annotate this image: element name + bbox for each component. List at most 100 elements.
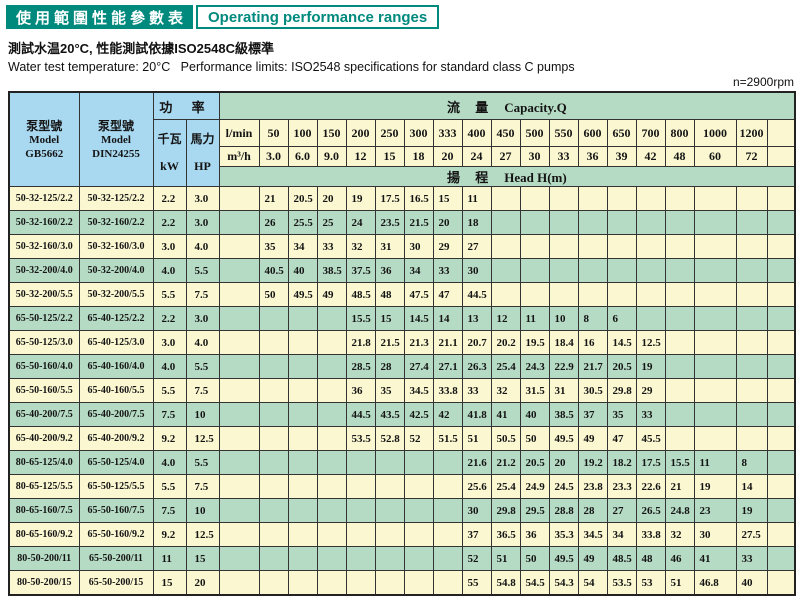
empty-cell xyxy=(735,186,768,211)
pump-row: 50-32-125/2.2 50-32-125/2.2 2.2 3.0 21 20.5 20… xyxy=(8,186,796,211)
head-value: 30 xyxy=(403,234,434,259)
model-gb5662-value: 80-50-200/11 xyxy=(8,546,80,571)
head-value: 23.5 xyxy=(374,210,405,235)
head-value: 30 xyxy=(461,258,492,283)
head-value: 19.2 xyxy=(577,450,608,475)
head-value: 46 xyxy=(664,546,695,571)
empty-cell xyxy=(664,306,695,331)
empty-cell xyxy=(548,234,579,259)
head-value: 28.8 xyxy=(548,498,579,523)
empty-cell xyxy=(345,546,376,571)
empty-cell xyxy=(664,330,695,355)
head-value: 24.5 xyxy=(548,474,579,499)
empty-cell xyxy=(766,474,796,499)
empty-cell xyxy=(735,354,768,379)
head-value: 36 xyxy=(519,522,550,547)
head-value: 48.5 xyxy=(606,546,637,571)
empty-cell xyxy=(693,402,737,427)
column-header-capacity: 流 量 Capacity.Q xyxy=(218,91,796,120)
head-value: 21 xyxy=(258,186,289,211)
pump-row: 65-50-125/3.0 65-40-125/3.0 3.0 4.0 21.8 21.5… xyxy=(8,330,796,355)
head-value: 14.5 xyxy=(403,306,434,331)
model-din-label-zh: 泵型號 xyxy=(97,118,134,133)
head-value: 54.3 xyxy=(548,570,579,596)
kw-value: 2.2 xyxy=(152,210,187,235)
head-value: 41 xyxy=(693,546,737,571)
flow-lmin-value: 150 xyxy=(316,119,347,147)
head-value: 23.3 xyxy=(606,474,637,499)
flow-lmin-value: 700 xyxy=(635,119,666,147)
head-value: 48 xyxy=(374,282,405,307)
empty-cell xyxy=(766,258,796,283)
model-din24255-value: 65-50-200/11 xyxy=(78,546,154,571)
head-value: 47 xyxy=(432,282,463,307)
empty-cell xyxy=(316,546,347,571)
pump-row: 50-32-200/5.5 50-32-200/5.5 5.5 7.5 50 49.5 49… xyxy=(8,282,796,307)
flow-m3h-value: 39 xyxy=(606,146,637,167)
empty-cell xyxy=(345,570,376,596)
empty-cell xyxy=(635,282,666,307)
head-value: 45.5 xyxy=(635,426,666,451)
empty-cell xyxy=(316,306,347,331)
empty-cell xyxy=(693,282,737,307)
empty-cell xyxy=(287,402,318,427)
hp-value: 12.5 xyxy=(185,522,220,547)
head-value: 27.4 xyxy=(403,354,434,379)
empty-cell xyxy=(635,258,666,283)
pump-row: 80-65-160/7.5 65-50-160/7.5 7.5 10 30 29.8 29.… xyxy=(8,498,796,523)
head-value: 28 xyxy=(577,498,608,523)
flow-lmin-value: 100 xyxy=(287,119,318,147)
empty-cell xyxy=(735,258,768,283)
model-gb5662-value: 50-32-125/2.2 xyxy=(8,186,80,211)
empty-cell xyxy=(218,474,260,499)
flow-m3h-value: 48 xyxy=(664,146,695,167)
empty-cell xyxy=(693,426,737,451)
head-value: 34 xyxy=(606,522,637,547)
empty-cell xyxy=(664,258,695,283)
empty-cell xyxy=(316,402,347,427)
kw-value: 4.0 xyxy=(152,354,187,379)
empty-cell xyxy=(218,210,260,235)
head-value: 40 xyxy=(735,570,768,596)
head-value: 13 xyxy=(461,306,492,331)
head-value: 48 xyxy=(635,546,666,571)
head-value: 21.6 xyxy=(461,450,492,475)
head-value: 33 xyxy=(316,234,347,259)
hp-value: 15 xyxy=(185,546,220,571)
head-value: 38.5 xyxy=(316,258,347,283)
head-value: 17.5 xyxy=(635,450,666,475)
pump-row: 65-50-125/2.2 65-40-125/2.2 2.2 3.0 15.5 15 14… xyxy=(8,306,796,331)
head-value: 47 xyxy=(606,426,637,451)
empty-cell xyxy=(258,474,289,499)
hp-value: 10 xyxy=(185,402,220,427)
head-value: 20.5 xyxy=(287,186,318,211)
empty-cell xyxy=(374,498,405,523)
flow-m3h-value: 18 xyxy=(403,146,434,167)
model-din24255-value: 65-40-200/9.2 xyxy=(78,426,154,451)
pump-row: 50-32-200/4.0 50-32-200/4.0 4.0 5.5 40.5 40 38… xyxy=(8,258,796,283)
spacer xyxy=(154,147,185,159)
empty-cell xyxy=(287,498,318,523)
kw-value: 7.5 xyxy=(152,402,187,427)
head-value: 20 xyxy=(316,186,347,211)
empty-cell xyxy=(766,330,796,355)
empty-cell xyxy=(287,306,318,331)
empty-cell xyxy=(577,258,608,283)
empty-cell xyxy=(316,498,347,523)
head-value: 36.5 xyxy=(490,522,521,547)
pump-row: 65-50-160/4.0 65-40-160/4.0 4.0 5.5 28.5 28 27… xyxy=(8,354,796,379)
head-value: 33 xyxy=(432,258,463,283)
empty-cell xyxy=(218,282,260,307)
model-gb5662-value: 80-65-160/9.2 xyxy=(8,522,80,547)
hp-label-en: HP xyxy=(194,159,211,173)
model-din-label-en: Model xyxy=(101,133,131,146)
flow-m3h-value: 36 xyxy=(577,146,608,167)
head-value: 12 xyxy=(490,306,521,331)
head-value: 53.5 xyxy=(345,426,376,451)
flow-m3h-value: 72 xyxy=(735,146,768,167)
model-gb-label-en: Model xyxy=(29,133,60,146)
head-value: 24 xyxy=(345,210,376,235)
hp-value: 5.5 xyxy=(185,258,220,283)
empty-cell xyxy=(577,282,608,307)
head-value: 34 xyxy=(287,234,318,259)
